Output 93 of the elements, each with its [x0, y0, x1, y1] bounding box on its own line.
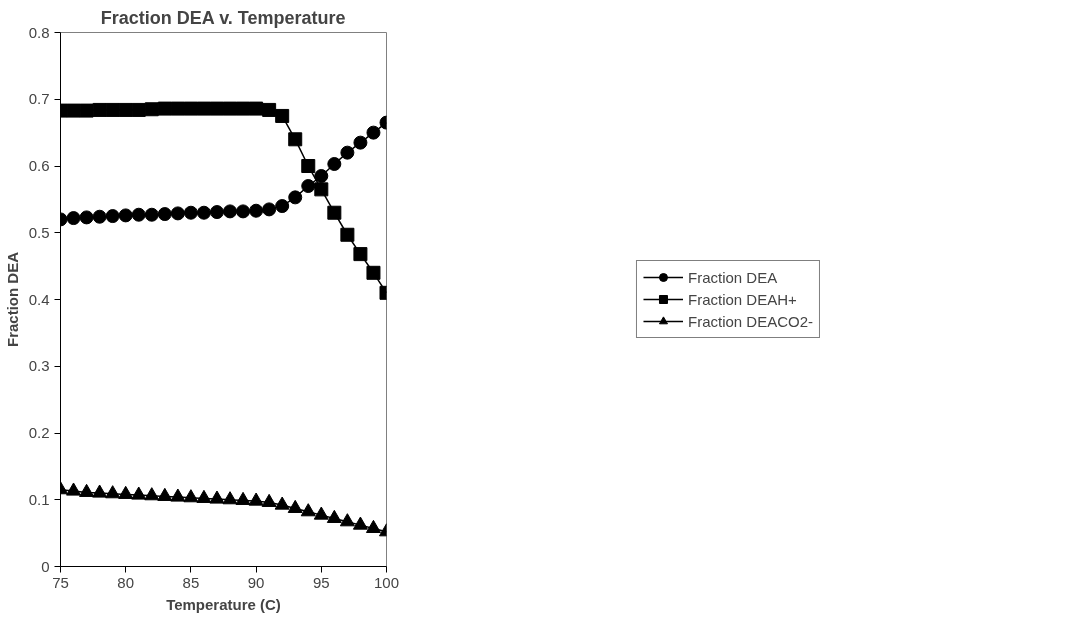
- point: [301, 159, 316, 173]
- point: [340, 145, 355, 160]
- point: [66, 103, 81, 118]
- point: [105, 485, 121, 499]
- point: [314, 169, 329, 183]
- point: [236, 101, 251, 116]
- x-tick-label: 85: [182, 573, 200, 591]
- y-tick-label: 0: [41, 557, 50, 575]
- point: [249, 203, 264, 218]
- x-tick-label: 100: [373, 573, 400, 591]
- point: [327, 157, 342, 171]
- point: [79, 210, 94, 225]
- point: [326, 509, 342, 523]
- x-tick-label: 75: [52, 573, 69, 591]
- point: [118, 485, 134, 499]
- point: [223, 101, 238, 116]
- y-tick-label: 0.5: [28, 223, 50, 241]
- x-tick-label: 80: [117, 573, 135, 591]
- point: [353, 247, 368, 262]
- x-tick-label: 90: [247, 573, 265, 591]
- point: [313, 506, 329, 520]
- point: [196, 101, 211, 116]
- point: [275, 108, 290, 123]
- legend-label: Fraction DEAH+: [687, 290, 797, 308]
- point: [157, 207, 172, 222]
- point: [262, 102, 277, 117]
- point: [118, 208, 133, 223]
- point: [249, 101, 264, 116]
- point: [365, 519, 381, 533]
- point: [183, 205, 198, 220]
- point: [105, 102, 120, 117]
- point: [183, 489, 199, 503]
- y-tick-label: 0.3: [28, 357, 50, 375]
- point: [327, 205, 342, 220]
- y-tick-label: 0.1: [28, 490, 50, 508]
- point: [183, 101, 198, 116]
- point: [92, 209, 107, 224]
- point: [79, 483, 95, 497]
- point: [157, 487, 173, 501]
- point: [222, 491, 238, 505]
- point: [131, 207, 146, 222]
- point: [223, 204, 238, 219]
- point: [144, 102, 159, 117]
- point: [170, 101, 185, 116]
- point: [288, 132, 303, 147]
- y-tick-label: 0.7: [28, 90, 50, 108]
- point: [144, 487, 160, 501]
- point: [131, 102, 146, 117]
- point: [261, 493, 277, 507]
- point: [275, 199, 290, 214]
- point: [262, 202, 277, 217]
- point: [339, 513, 355, 527]
- point: [235, 491, 251, 505]
- point: [366, 265, 381, 280]
- point: [209, 101, 224, 116]
- x-axis-title: Temperature (C): [166, 595, 281, 613]
- point: [105, 209, 120, 224]
- point: [170, 488, 186, 502]
- point: [196, 205, 211, 220]
- point: [209, 490, 225, 504]
- point: [340, 227, 355, 242]
- point: [314, 182, 329, 197]
- point: [236, 204, 251, 219]
- point: [287, 499, 303, 513]
- point: [66, 482, 82, 496]
- point: [288, 190, 303, 205]
- point: [248, 492, 264, 506]
- point: [352, 516, 368, 530]
- point: [300, 503, 316, 517]
- point: [353, 135, 368, 150]
- point: [209, 205, 224, 220]
- chart-title: Fraction DEA v. Temperature: [100, 7, 346, 28]
- point: [92, 102, 107, 117]
- y-axis-title: Fraction DEA: [3, 251, 21, 347]
- y-tick-label: 0.8: [28, 23, 50, 41]
- point: [366, 125, 381, 140]
- point: [79, 103, 94, 118]
- legend-label: Fraction DEA: [687, 268, 778, 286]
- point: [66, 211, 81, 226]
- point: [301, 179, 316, 194]
- point: [92, 484, 108, 498]
- legend-label: Fraction DEACO2-: [687, 312, 814, 330]
- point: [170, 206, 185, 221]
- x-tick-label: 95: [312, 573, 330, 591]
- point: [118, 102, 133, 117]
- point: [157, 101, 172, 116]
- y-tick-label: 0.6: [28, 157, 50, 174]
- y-tick-label: 0.4: [28, 290, 50, 308]
- y-tick-label: 0.2: [28, 424, 50, 441]
- point: [131, 486, 147, 500]
- point: [274, 496, 290, 510]
- point: [196, 489, 212, 503]
- point: [144, 207, 159, 222]
